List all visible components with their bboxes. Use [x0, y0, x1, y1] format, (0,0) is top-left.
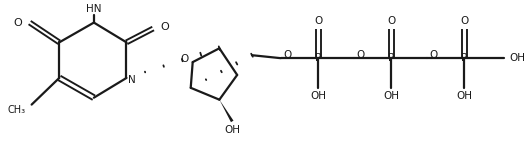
- Text: O: O: [180, 54, 189, 64]
- Text: O: O: [387, 16, 396, 26]
- Text: O: O: [357, 50, 365, 60]
- Text: O: O: [460, 16, 469, 26]
- Text: OH: OH: [509, 53, 525, 63]
- Text: OH: OH: [224, 125, 240, 135]
- Text: O: O: [13, 18, 22, 28]
- Text: HN: HN: [86, 4, 102, 14]
- Text: OH: OH: [310, 91, 326, 101]
- Text: P: P: [315, 53, 321, 63]
- Text: O: O: [314, 16, 322, 26]
- Text: OH: OH: [457, 91, 472, 101]
- Text: P: P: [388, 53, 394, 63]
- Polygon shape: [219, 100, 234, 122]
- Text: O: O: [430, 50, 438, 60]
- Text: O: O: [160, 22, 169, 32]
- Text: CH₃: CH₃: [7, 105, 26, 114]
- Text: N: N: [128, 75, 136, 85]
- Text: P: P: [461, 53, 468, 63]
- Text: O: O: [284, 50, 292, 60]
- Text: OH: OH: [383, 91, 399, 101]
